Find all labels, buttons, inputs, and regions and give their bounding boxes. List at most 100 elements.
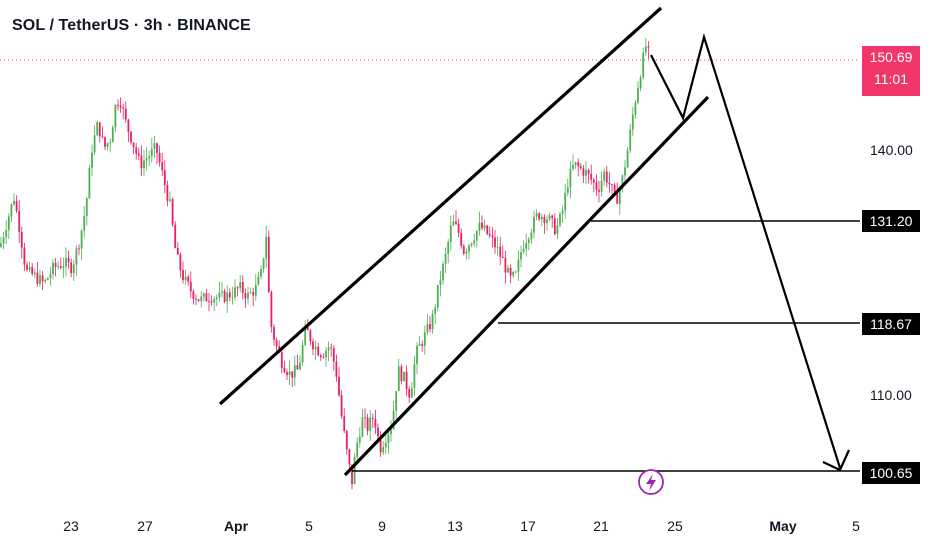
candle-body — [556, 225, 559, 235]
candle-body — [36, 272, 39, 284]
candle-body — [468, 245, 470, 252]
candle-body — [0, 243, 2, 247]
candle-body — [67, 258, 70, 263]
candle-body — [158, 152, 161, 163]
candle-body — [509, 267, 512, 276]
candle-body — [52, 262, 54, 275]
candle-body — [644, 46, 647, 53]
current-price-tag: 150.69 11:01 — [862, 46, 920, 96]
candle-body — [306, 327, 309, 331]
candle-body — [88, 167, 91, 199]
candle-body — [57, 266, 60, 268]
candle-body — [358, 436, 361, 443]
candle-body — [470, 243, 473, 246]
candle-body — [488, 233, 491, 236]
candle-body — [551, 215, 554, 219]
candle-body — [642, 52, 645, 78]
candle-body — [361, 417, 364, 437]
candle-body — [117, 104, 119, 106]
x-tick-9: 9 — [378, 518, 386, 534]
projection-arrowhead — [822, 449, 851, 472]
x-tick-may: May — [769, 518, 797, 534]
candle-body — [377, 427, 379, 437]
candle-body — [83, 216, 86, 231]
candle-body — [122, 107, 125, 109]
candle-body — [631, 114, 634, 130]
candle-body — [517, 259, 520, 272]
candle-body — [28, 266, 31, 270]
candle-body — [75, 248, 78, 265]
candle-body — [379, 436, 382, 453]
candle-body — [348, 449, 351, 465]
candle-body — [236, 287, 239, 289]
candle-body — [223, 291, 226, 302]
y-tick-110: 110.00 — [870, 387, 912, 403]
candle-body — [439, 280, 442, 286]
candle-body — [314, 346, 317, 350]
candle-body — [46, 278, 49, 280]
candle-body — [65, 258, 67, 267]
candle-body — [618, 188, 621, 204]
candle-body — [166, 184, 169, 201]
candle-body — [221, 291, 223, 293]
candle-body — [387, 434, 390, 443]
x-tick-23: 23 — [63, 518, 79, 534]
candle-body — [530, 232, 533, 240]
current-price-value: 150.69 — [869, 49, 913, 65]
candle-body — [7, 216, 10, 231]
candle-body — [39, 275, 41, 284]
candle-body — [572, 164, 574, 169]
candle-body — [145, 158, 148, 161]
candle-body — [150, 148, 153, 157]
candles-layer — [0, 38, 650, 490]
candle-body — [592, 179, 595, 183]
level-tag-118: 118.67 — [862, 313, 920, 335]
candle-body — [603, 171, 606, 181]
candle-body — [215, 297, 218, 299]
candle-body — [598, 189, 600, 192]
candle-body — [455, 221, 457, 224]
candle-body — [418, 344, 421, 346]
candle-body — [91, 152, 93, 168]
candle-body — [13, 200, 15, 205]
candle-body — [611, 184, 613, 186]
candle-body — [104, 137, 106, 147]
candle-body — [397, 366, 400, 392]
candle-body — [559, 213, 561, 226]
candle-body — [98, 122, 101, 137]
candle-body — [491, 235, 494, 238]
candle-body — [408, 389, 411, 398]
candle-body — [18, 210, 21, 232]
candle-body — [434, 307, 437, 314]
candle-body — [156, 143, 158, 153]
candle-body — [249, 292, 252, 293]
candle-body — [262, 258, 265, 270]
candle-body — [335, 361, 338, 377]
candle-body — [374, 419, 377, 428]
candle-body — [395, 391, 398, 411]
candle-body — [62, 266, 65, 269]
candle-body — [637, 88, 639, 103]
candle-body — [525, 242, 528, 249]
candle-body — [293, 365, 296, 378]
candle-body — [514, 271, 517, 273]
candle-body — [535, 213, 538, 217]
candle-body — [634, 102, 637, 115]
candle-body — [345, 430, 348, 450]
candle-body — [241, 282, 244, 293]
candle-body — [473, 240, 476, 244]
candle-body — [244, 292, 247, 299]
lightning-icon[interactable] — [638, 469, 664, 495]
candle-body — [202, 293, 205, 297]
candle-body — [629, 129, 632, 151]
candle-body — [182, 270, 184, 281]
candle-body — [533, 216, 535, 233]
candle-body — [501, 256, 504, 259]
candle-body — [59, 266, 62, 269]
candle-body — [301, 344, 304, 363]
candle-body — [512, 271, 515, 276]
candle-body — [577, 162, 580, 167]
candle-body — [390, 429, 392, 435]
candle-body — [239, 282, 242, 289]
